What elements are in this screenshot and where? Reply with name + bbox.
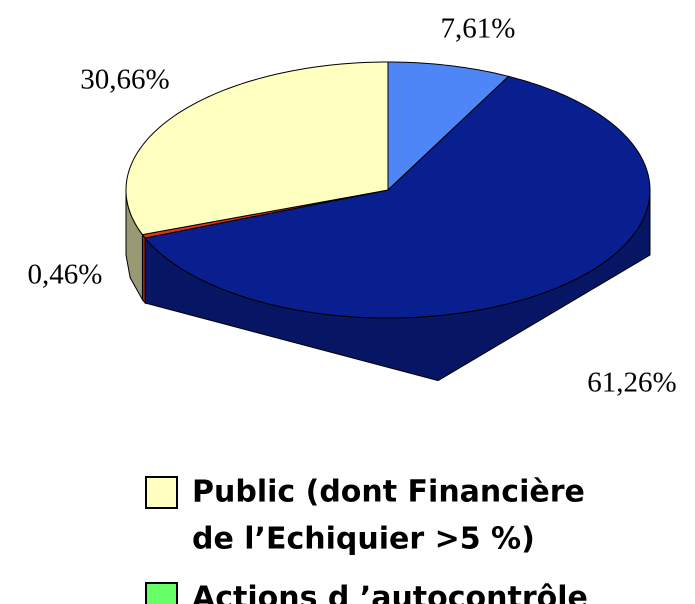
legend-swatch [145, 582, 178, 604]
legend-label: Public (dont Financière [192, 475, 585, 510]
value-label: 0,46% [28, 259, 103, 291]
legend-label: Actions d ’autocontrôle [192, 581, 588, 604]
value-label: 7,61% [441, 13, 516, 45]
legend-label: de l’Echiquier >5 %) [192, 522, 535, 557]
slice [387, 61, 510, 192]
value-label: 30,66% [80, 64, 169, 96]
value-label: 61,26% [587, 367, 676, 399]
legend-swatch [145, 476, 178, 509]
slice [144, 75, 651, 319]
slice [125, 61, 389, 236]
